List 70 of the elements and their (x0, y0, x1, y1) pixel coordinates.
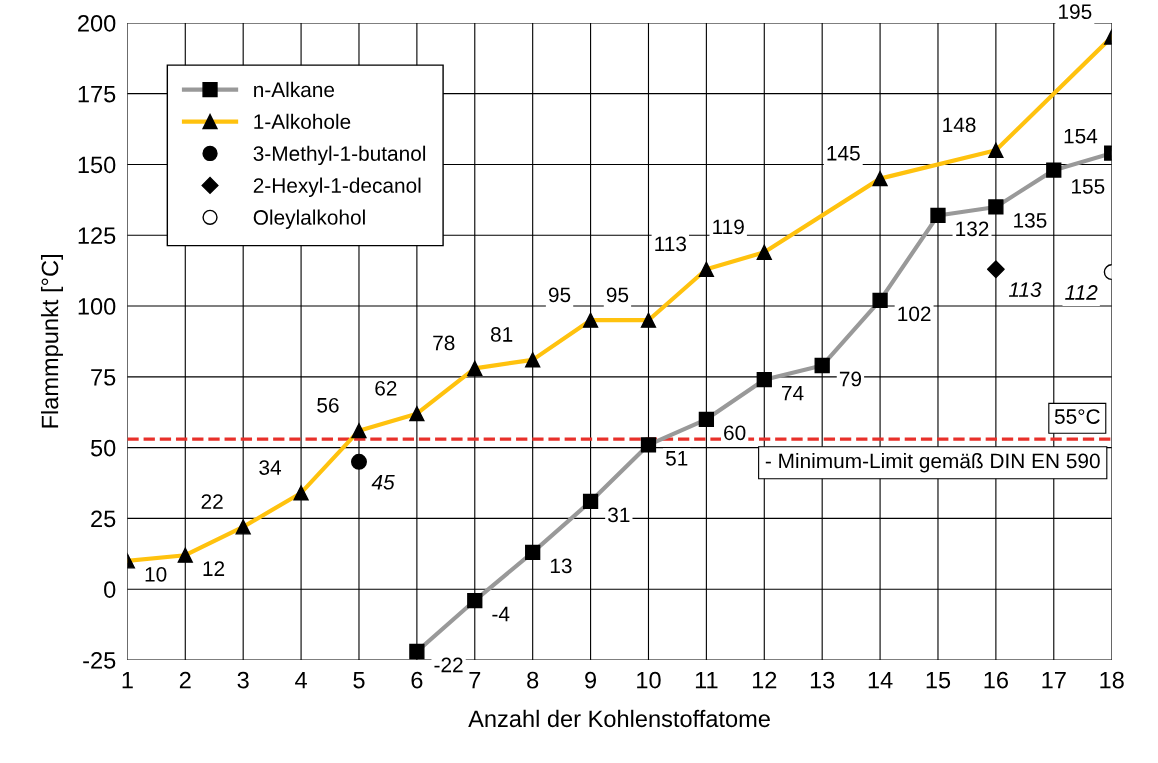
legend-label: n-Alkane (254, 81, 335, 98)
x-tick-label: 13 (810, 671, 835, 689)
legend-label: 3-Methyl-1-butanol (253, 145, 426, 166)
x-tick-label: 16 (984, 671, 1008, 689)
x-tick-label: 12 (752, 671, 777, 689)
data-label: -22 (434, 657, 463, 673)
data-label: 95 (548, 287, 571, 303)
annotation: 155 (1072, 179, 1105, 194)
data-label: 31 (608, 507, 630, 523)
ref-line-label: 55°C (1054, 409, 1100, 424)
y-tick-label: 50 (90, 439, 116, 457)
x-tick-label: 5 (353, 671, 365, 689)
data-label: 22 (201, 494, 223, 509)
data-label: 78 (433, 335, 455, 351)
y-tick-label: 75 (91, 369, 116, 386)
data-label: 112 (1065, 285, 1098, 300)
data-label: 81 (490, 327, 513, 342)
x-tick-label: 11 (695, 671, 718, 689)
data-label: 135 (1014, 213, 1047, 228)
data-label: 13 (550, 558, 572, 574)
x-tick-label: 8 (527, 671, 539, 689)
x-tick-label: 15 (926, 671, 951, 689)
x-tick-label: 1 (122, 671, 133, 689)
y-tick-label: 0 (104, 581, 116, 598)
data-label: 12 (203, 561, 225, 576)
x-tick-label: 4 (295, 671, 307, 689)
x-tick-label: 10 (637, 671, 661, 689)
data-label: 119 (713, 219, 744, 235)
data-label: 34 (259, 460, 282, 475)
data-label: 102 (898, 306, 931, 322)
data-label: 45 (371, 475, 395, 490)
x-tick-label: 7 (469, 671, 481, 689)
y-tick-label: 150 (78, 156, 116, 174)
data-label: 113 (655, 236, 687, 252)
data-label: 195 (1059, 4, 1092, 20)
annotation: 148 (943, 117, 976, 133)
data-label: -4 (492, 606, 510, 622)
x-tick-label: 9 (585, 671, 597, 689)
data-label: 113 (1008, 282, 1042, 298)
y-tick-label: 175 (78, 85, 116, 103)
x-axis-title: Anzahl der Kohlenstoffatome (468, 709, 770, 728)
data-label: 132 (956, 221, 989, 237)
y-tick-label: 100 (78, 298, 116, 315)
data-label: 62 (375, 380, 397, 396)
data-label: 154 (1064, 128, 1098, 144)
data-label: 95 (606, 287, 629, 303)
y-axis-title: Flammpunkt [°C] (40, 255, 63, 428)
data-label: 56 (317, 397, 339, 413)
x-tick-label: 2 (179, 671, 191, 689)
point (986, 260, 1005, 279)
data-label: 10 (145, 567, 167, 582)
legend-label: Oleylalkohol (253, 209, 365, 229)
data-label: 79 (839, 371, 862, 387)
y-tick-label: 25 (91, 510, 116, 528)
y-tick-label: 200 (78, 14, 116, 32)
x-tick-label: 14 (868, 671, 893, 689)
data-label: 145 (827, 146, 860, 161)
x-tick-label: 6 (411, 671, 423, 689)
annotation: - Minimum-Limit gemäß DIN EN 590 (765, 453, 1100, 473)
legend-label: 2-Hexyl-1-decanol (253, 177, 421, 198)
x-tick-label: 17 (1042, 671, 1066, 689)
data-label: 60 (724, 425, 746, 441)
y-tick-label: -25 (83, 652, 116, 669)
data-label: 51 (665, 451, 688, 466)
x-tick-label: 3 (237, 671, 249, 689)
data-label: 74 (782, 385, 804, 401)
y-tick-label: 125 (78, 227, 116, 245)
x-tick-label: 18 (1100, 671, 1124, 689)
legend-label: 1-Alkohole (254, 113, 351, 130)
point (351, 453, 367, 470)
